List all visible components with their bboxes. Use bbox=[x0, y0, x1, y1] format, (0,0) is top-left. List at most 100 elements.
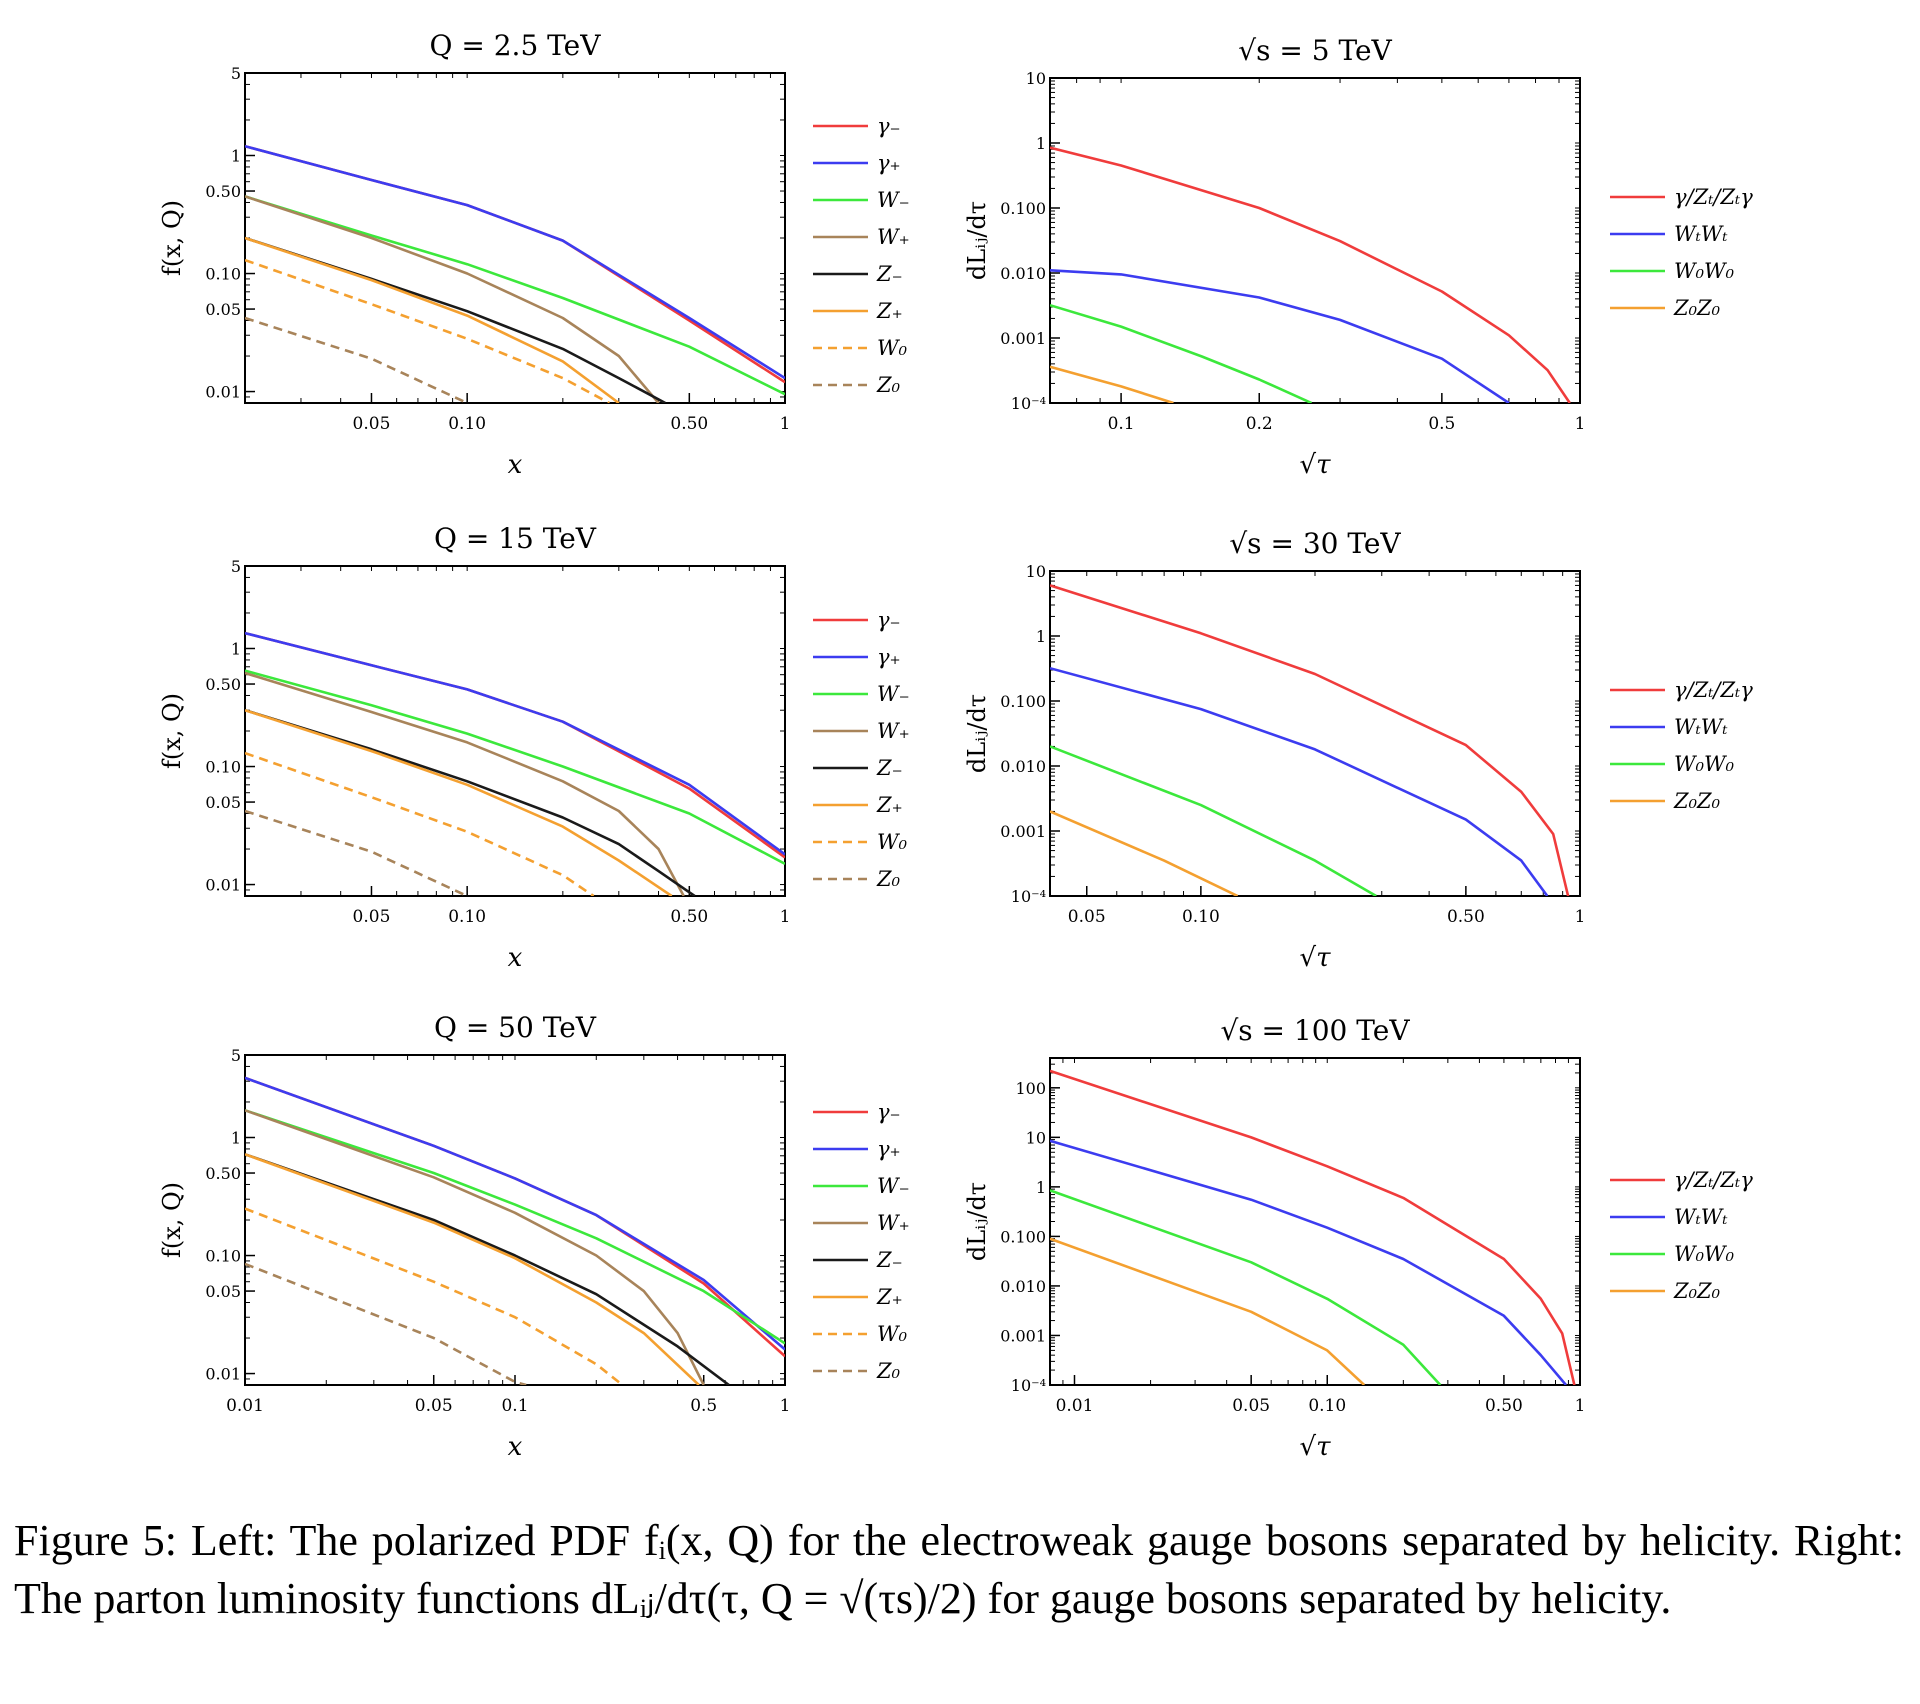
series-line-3 bbox=[245, 195, 785, 396]
chart-panel-6: 0.01 0.05 0.10 0.50 1 10⁻⁴ 0.001 0.010 0.100 1 10 1… bbox=[963, 1014, 1753, 1462]
y-axis-label: f(x, Q) bbox=[158, 1182, 186, 1258]
chart-title: Q = 50 TeV bbox=[434, 1011, 597, 1044]
series-line-2 bbox=[245, 1076, 785, 1351]
legend-label: W₊ bbox=[877, 225, 910, 249]
x-tick-label: 0.5 bbox=[1428, 414, 1455, 434]
minor-ticks bbox=[1049, 77, 1581, 404]
y-tick-label: 100 bbox=[1015, 1079, 1046, 1098]
legend-label: Z₀ bbox=[876, 1359, 901, 1383]
legend-label: Z₊ bbox=[876, 1285, 903, 1309]
y-tick-label: 0.010 bbox=[1000, 1277, 1046, 1296]
y-tick-label: 10 bbox=[1026, 1128, 1046, 1147]
series-line-6 bbox=[245, 236, 620, 403]
series-line-2 bbox=[1050, 666, 1549, 896]
series-line-8 bbox=[245, 809, 468, 896]
legend-label: γ/Zₜ/Zₜγ bbox=[1674, 185, 1753, 209]
legend-label: Z₀Z₀ bbox=[1673, 1279, 1721, 1303]
y-tick-label: 10⁻⁴ bbox=[1011, 1376, 1046, 1395]
series-line-7 bbox=[245, 751, 595, 896]
legend-label: Z₋ bbox=[876, 262, 903, 286]
y-tick-label: 0.10 bbox=[205, 1247, 241, 1266]
chart-panel-4: 0.05 0.10 0.50 1 10⁻⁴ 0.001 0.010 0.100 1 10 √s = … bbox=[963, 527, 1753, 973]
series-group bbox=[245, 1076, 785, 1385]
minor-ticks bbox=[1049, 1057, 1581, 1386]
legend-label: Z₀ bbox=[876, 373, 901, 397]
legend: γ/Zₜ/Zₜγ WₜWₜ W₀W₀ Z₀Z₀ bbox=[1610, 1168, 1753, 1303]
series-line-1 bbox=[245, 631, 785, 859]
chart-title: Q = 2.5 TeV bbox=[430, 29, 602, 62]
legend-label: Z₋ bbox=[876, 756, 903, 780]
x-axis-label: x bbox=[508, 450, 523, 480]
series-line-1 bbox=[1050, 1069, 1576, 1385]
legend-label: γ₊ bbox=[877, 1137, 901, 1161]
y-tick-label: 0.001 bbox=[1000, 822, 1046, 841]
series-line-4 bbox=[245, 195, 660, 403]
y-axis-label: dLᵢⱼ/dτ bbox=[963, 1182, 991, 1261]
x-tick-label: 1 bbox=[780, 414, 791, 434]
y-tick-label: 1 bbox=[1036, 134, 1046, 153]
legend-label: W₋ bbox=[877, 682, 910, 706]
y-tick-label: 10 bbox=[1026, 562, 1046, 581]
series-line-2 bbox=[1050, 269, 1510, 403]
legend: γ/Zₜ/Zₜγ WₜWₜ W₀W₀ Z₀Z₀ bbox=[1610, 678, 1753, 813]
series-line-7 bbox=[245, 1207, 624, 1385]
chart-panel-2: 0.1 0.2 0.5 1 10⁻⁴ 0.001 0.010 0.100 1 10 √s = 5 T… bbox=[963, 34, 1753, 480]
legend-label: γ/Zₜ/Zₜγ bbox=[1674, 1168, 1753, 1192]
y-tick-label: 0.100 bbox=[1000, 199, 1046, 218]
legend-label: W₀ bbox=[877, 336, 908, 360]
plot-frame bbox=[1049, 1057, 1581, 1386]
x-axis-label: √τ bbox=[1300, 1432, 1332, 1462]
chart-panel-3: 0.05 0.10 0.50 1 0.01 0.05 0.10 0.50 1 5 Q = 15 Te… bbox=[158, 522, 910, 973]
y-axis-label: f(x, Q) bbox=[158, 693, 186, 769]
x-tick-label: 0.05 bbox=[1232, 1396, 1270, 1416]
y-tick-label: 0.50 bbox=[205, 675, 241, 694]
legend-label: W₋ bbox=[877, 1174, 910, 1198]
x-tick-label: 1 bbox=[1575, 414, 1586, 434]
x-tick-label: 0.2 bbox=[1246, 414, 1273, 434]
legend-label: Z₊ bbox=[876, 793, 903, 817]
chart-title: √s = 5 TeV bbox=[1238, 34, 1392, 67]
y-tick-label: 0.01 bbox=[205, 876, 241, 895]
series-line-4 bbox=[245, 1109, 705, 1385]
legend-label: γ₊ bbox=[877, 645, 901, 669]
series-line-6 bbox=[245, 708, 673, 896]
legend-label: W₀ bbox=[877, 1322, 908, 1346]
series-line-3 bbox=[1050, 1189, 1442, 1385]
plot-frame bbox=[244, 565, 786, 897]
legend-label: W₀ bbox=[877, 830, 908, 854]
legend-label: WₜWₜ bbox=[1674, 222, 1728, 246]
figure-caption: Figure 5: Left: The polarized PDF fᵢ(x, … bbox=[14, 1516, 1904, 1623]
x-tick-label: 0.5 bbox=[690, 1396, 717, 1416]
chart-panel-1: 0.05 0.10 0.50 1 0.01 0.05 0.10 0.50 1 5 Q = 2.5 T… bbox=[158, 29, 910, 480]
x-tick-label: 0.05 bbox=[1068, 907, 1106, 927]
legend-label: γ₊ bbox=[877, 151, 901, 175]
legend: γ₋ γ₊ W₋ W₊ Z₋ Z₊ W₀ Z₀ bbox=[813, 608, 910, 891]
series-line-4 bbox=[1050, 365, 1174, 403]
chart-title: √s = 100 TeV bbox=[1220, 1014, 1410, 1047]
series-group bbox=[1050, 146, 1571, 403]
y-tick-label: 0.50 bbox=[205, 1164, 241, 1183]
series-line-1 bbox=[1050, 584, 1570, 896]
x-tick-label: 0.05 bbox=[353, 907, 391, 927]
y-axis-label: dLᵢⱼ/dτ bbox=[963, 694, 991, 773]
series-line-2 bbox=[1050, 1139, 1567, 1385]
series-line-4 bbox=[1050, 810, 1239, 896]
series-line-3 bbox=[245, 669, 785, 865]
series-line-3 bbox=[1050, 745, 1377, 896]
series-line-5 bbox=[245, 708, 696, 896]
chart-title: √s = 30 TeV bbox=[1229, 527, 1401, 560]
legend: γ/Zₜ/Zₜγ WₜWₜ W₀W₀ Z₀Z₀ bbox=[1610, 185, 1753, 320]
y-axis-label: f(x, Q) bbox=[158, 200, 186, 276]
legend: γ₋ γ₊ W₋ W₊ Z₋ Z₊ W₀ Z₀ bbox=[813, 114, 910, 397]
legend-label: WₜWₜ bbox=[1674, 715, 1728, 739]
x-tick-label: 0.10 bbox=[1308, 1396, 1346, 1416]
legend-label: Z₋ bbox=[876, 1248, 903, 1272]
series-line-1 bbox=[1050, 146, 1571, 403]
series-group bbox=[1050, 1069, 1576, 1385]
y-tick-label: 0.100 bbox=[1000, 1227, 1046, 1246]
x-tick-label: 0.05 bbox=[415, 1396, 453, 1416]
series-group bbox=[245, 144, 785, 403]
x-tick-label: 0.50 bbox=[1485, 1396, 1523, 1416]
y-tick-label: 0.10 bbox=[205, 265, 241, 284]
series-line-1 bbox=[245, 1076, 785, 1358]
